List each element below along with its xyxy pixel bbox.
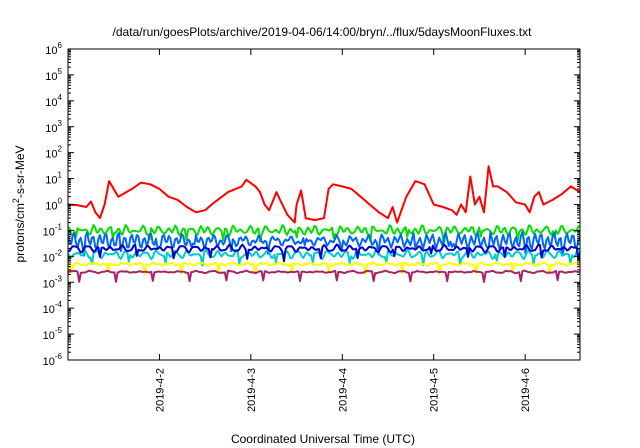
plot-frame: [67, 48, 581, 361]
y-tick-label: 104: [45, 93, 62, 109]
y-tick-label: 10-1: [43, 222, 63, 238]
series-line-6: [68, 269, 580, 283]
series-line-0: [68, 165, 580, 224]
x-tick-label: 2019-4-3: [246, 368, 258, 412]
series-line-1: [68, 224, 580, 246]
y-tick-label: 10-3: [43, 274, 63, 290]
y-tick-label: 101: [45, 171, 62, 187]
x-axis-label: Coordinated Universal Time (UTC): [231, 432, 415, 446]
x-tick-label: 2019-4-2: [154, 368, 166, 412]
series-group: [68, 165, 580, 283]
x-tick-label: 2019-4-6: [520, 368, 532, 412]
x-tick-label: 2019-4-5: [429, 368, 441, 412]
y-tick-label: 102: [45, 145, 62, 161]
y-tick-label: 103: [45, 119, 62, 135]
series-line-4: [68, 243, 580, 263]
series-line-5: [68, 261, 580, 276]
y-axis-label: protons/cm2-s-sr-MeV: [11, 145, 27, 262]
y-tick-label: 100: [45, 197, 62, 213]
series-line-3: [68, 248, 580, 267]
x-tick-label: 2019-4-4: [337, 368, 349, 412]
y-tick-label: 105: [45, 67, 62, 83]
x-axis: 2019-4-2 2019-4-3 2019-4-4 2019-4-5 2019-4-6: [154, 49, 532, 412]
plot-area: [67, 48, 581, 361]
y-tick-label: 10-2: [43, 248, 63, 264]
series-line-2: [68, 231, 580, 257]
y-tick-label: 106: [45, 41, 62, 57]
y-tick-label: 10-5: [43, 326, 63, 342]
y-tick-label: 10-6: [43, 352, 63, 368]
y-axis: 106 105 104 103 102 101 100 10-1 10-2 10-3 10-4 10-…: [43, 41, 580, 368]
chart-title: /data/run/goesPlots/archive/2019-04-06/1…: [113, 25, 533, 39]
y-tick-label: 10-4: [43, 300, 63, 316]
